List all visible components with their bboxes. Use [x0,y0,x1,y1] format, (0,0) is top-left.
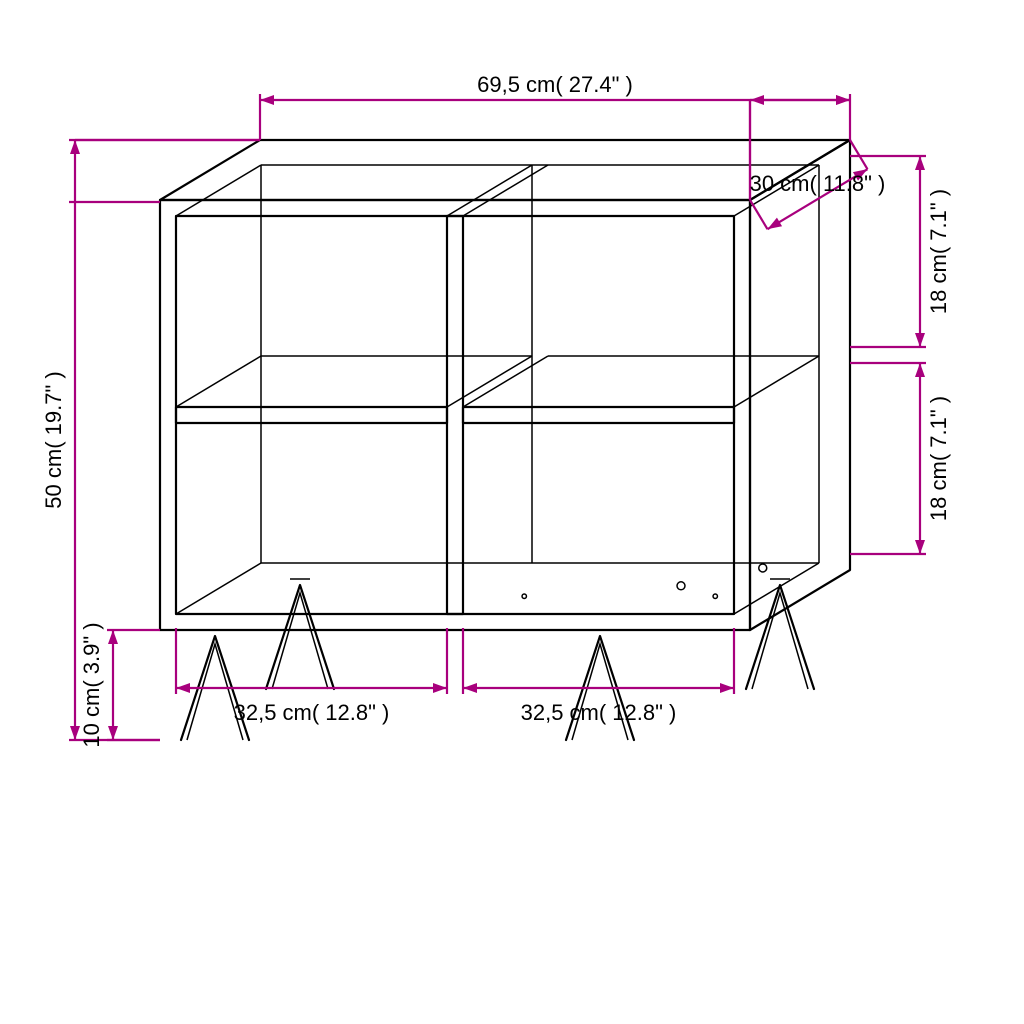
dimension-label: 32,5 cm( 12.8" ) [521,700,677,725]
cabinet-front [160,200,750,630]
furniture-dimension-diagram: 69,5 cm( 27.4" ) 30 cm( 11.8" ) 50 cm( 19.… [0,0,1024,1024]
dimension-label: 10 cm( 3.9" ) [79,622,104,747]
dimension-label: 30 cm( 11.8" ) [750,171,886,196]
dimension-label: 18 cm( 7.1" ) [926,396,951,521]
dimension-label: 32,5 cm( 12.8" ) [234,700,390,725]
dimension-label: 18 cm( 7.1" ) [926,189,951,314]
dimension-label: 50 cm( 19.7" ) [41,371,66,508]
dimension-label: 69,5 cm( 27.4" ) [477,72,633,97]
